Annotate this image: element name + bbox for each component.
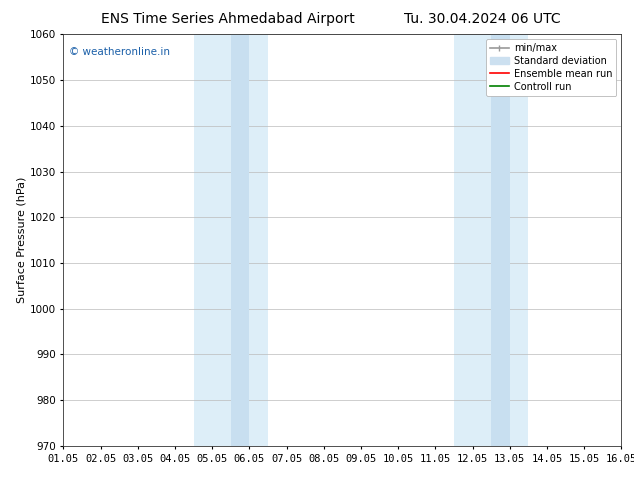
Bar bbox=[491, 34, 510, 446]
Legend: min/max, Standard deviation, Ensemble mean run, Controll run: min/max, Standard deviation, Ensemble me… bbox=[486, 39, 616, 96]
Text: © weatheronline.in: © weatheronline.in bbox=[69, 47, 170, 57]
Text: ENS Time Series Ahmedabad Airport: ENS Time Series Ahmedabad Airport bbox=[101, 12, 355, 26]
Bar bbox=[454, 34, 528, 446]
Bar bbox=[193, 34, 268, 446]
Text: Tu. 30.04.2024 06 UTC: Tu. 30.04.2024 06 UTC bbox=[403, 12, 560, 26]
Bar bbox=[231, 34, 249, 446]
Y-axis label: Surface Pressure (hPa): Surface Pressure (hPa) bbox=[16, 177, 27, 303]
